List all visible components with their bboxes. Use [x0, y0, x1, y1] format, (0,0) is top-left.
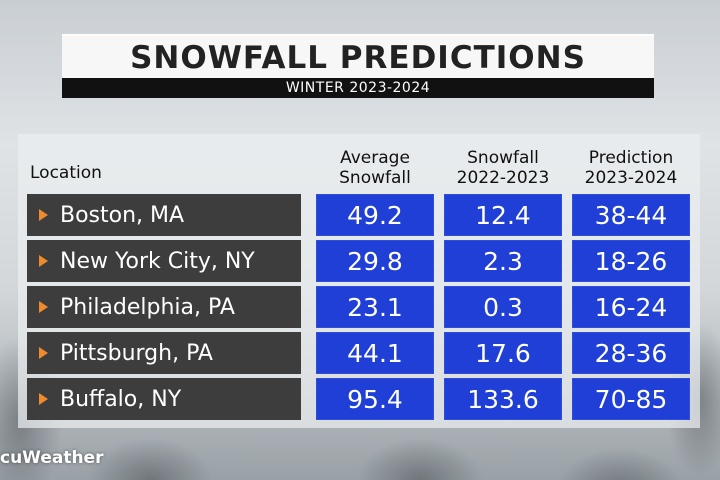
- prediction-cell: 28-36: [572, 332, 690, 374]
- orange-arrow-icon: [39, 301, 48, 313]
- column-header-average-line2: Snowfall: [339, 168, 411, 188]
- column-header-snowfall-line2: 2022-2023: [456, 168, 550, 188]
- location-label: Pittsburgh, PA: [60, 340, 213, 366]
- orange-arrow-icon: [39, 255, 48, 267]
- table-row-location: Boston, MA: [27, 194, 301, 236]
- orange-arrow-icon: [39, 347, 48, 359]
- average-cell: 95.4: [316, 378, 434, 420]
- prediction-cell: 18-26: [572, 240, 690, 282]
- chart-title: SNOWFALL PREDICTIONS: [62, 34, 654, 80]
- accuweather-logo: cuWeather: [0, 448, 104, 468]
- column-header-location: Location: [30, 163, 102, 183]
- snowfall-prev-cell: 0.3: [444, 286, 562, 328]
- table-row-location: Philadelphia, PA: [27, 286, 301, 328]
- location-label: Buffalo, NY: [60, 386, 182, 412]
- average-cell: 29.8: [316, 240, 434, 282]
- average-cell: 49.2: [316, 194, 434, 236]
- average-cell: 23.1: [316, 286, 434, 328]
- average-cell: 44.1: [316, 332, 434, 374]
- column-header-prediction-line1: Prediction: [588, 148, 674, 168]
- location-label: Boston, MA: [60, 202, 185, 228]
- table-row-location: Buffalo, NY: [27, 378, 301, 420]
- prediction-cell: 16-24: [572, 286, 690, 328]
- column-header-prediction: Prediction 2023-2024: [572, 148, 690, 188]
- chart-subtitle: WINTER 2023-2024: [62, 78, 654, 98]
- snowfall-prev-cell: 12.4: [444, 194, 562, 236]
- prediction-cell: 70-85: [572, 378, 690, 420]
- orange-arrow-icon: [39, 209, 48, 221]
- snowfall-prev-cell: 133.6: [444, 378, 562, 420]
- column-header-snowfall-line1: Snowfall: [467, 148, 539, 168]
- column-header-prediction-line2: 2023-2024: [584, 168, 678, 188]
- location-label: Philadelphia, PA: [60, 294, 235, 320]
- column-header-average: Average Snowfall: [316, 148, 434, 188]
- table-row-location: Pittsburgh, PA: [27, 332, 301, 374]
- prediction-cell: 38-44: [572, 194, 690, 236]
- snowfall-prev-cell: 2.3: [444, 240, 562, 282]
- location-label: New York City, NY: [60, 248, 255, 274]
- column-header-snowfall-prev: Snowfall 2022-2023: [444, 148, 562, 188]
- table-row-location: New York City, NY: [27, 240, 301, 282]
- column-header-average-line1: Average: [340, 148, 410, 168]
- snowfall-prev-cell: 17.6: [444, 332, 562, 374]
- orange-arrow-icon: [39, 393, 48, 405]
